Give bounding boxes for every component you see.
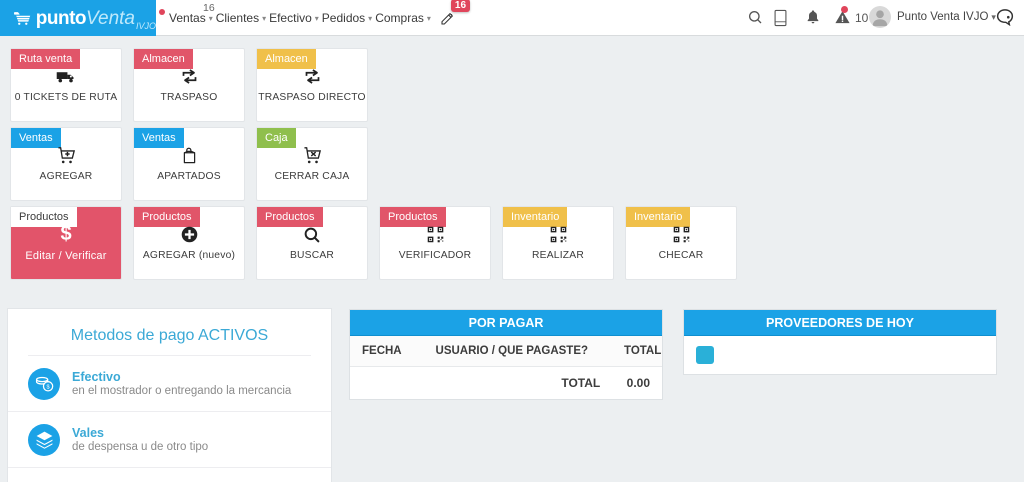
svg-text:$: $: [46, 384, 49, 390]
